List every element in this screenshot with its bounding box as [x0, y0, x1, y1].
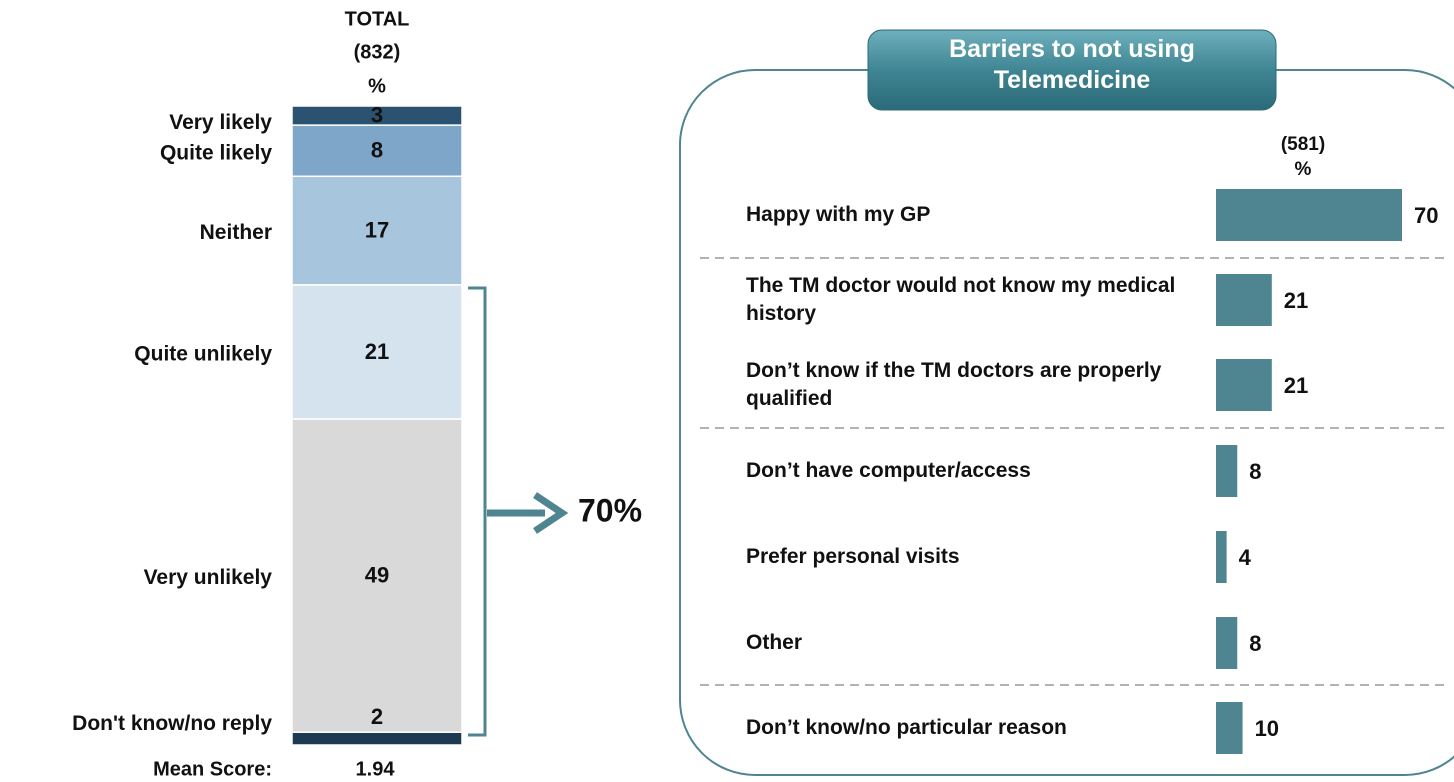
data-label: 21 — [1284, 373, 1308, 398]
data-label: 21 — [1284, 288, 1308, 313]
category-label: Don’t know/no particular reason — [746, 715, 1067, 739]
data-label: 49 — [365, 562, 389, 587]
data-label: 8 — [371, 138, 383, 163]
category-label: Very likely — [169, 111, 272, 134]
category-label: Other — [746, 630, 803, 654]
data-label: 4 — [1239, 545, 1252, 570]
category-label-text: Prefer personal visits — [746, 544, 960, 568]
chart-title-text: Barriers to not using Telemedicine — [949, 35, 1195, 95]
category-label-text: The TM doctor would not know my medical … — [746, 273, 1176, 325]
bar — [1216, 359, 1272, 411]
category-label-text: Don’t have computer/access — [746, 458, 1031, 482]
data-label: 3 — [371, 102, 383, 127]
arrow-head — [533, 492, 569, 534]
data-label: 17 — [365, 217, 389, 242]
bar — [1216, 189, 1402, 241]
column-header: TOTAL — [345, 8, 410, 30]
bar-segment — [291, 124, 463, 178]
bar — [1216, 617, 1238, 669]
chart-title: Barriers to not using Telemedicine — [949, 35, 1195, 95]
category-label: Neither — [200, 221, 272, 244]
dividers — [700, 257, 1445, 686]
data-label: 10 — [1255, 716, 1279, 741]
annotation: 70% — [578, 492, 642, 528]
category-label-text: Don’t know/no particular reason — [746, 715, 1067, 739]
category-label: Don’t have computer/access — [746, 458, 1031, 482]
bar — [1216, 445, 1238, 497]
column-header: (832) — [354, 41, 401, 63]
bar-segment — [291, 175, 463, 286]
data-label: 8 — [1249, 459, 1261, 484]
title-pill — [867, 29, 1277, 111]
data-label: 21 — [365, 339, 389, 364]
bar-segment — [291, 418, 463, 733]
column-header: % — [1295, 159, 1312, 180]
category-label: Don't know/no reply — [72, 712, 272, 735]
column-header: (581) — [1281, 134, 1325, 155]
data-label: 8 — [1249, 631, 1261, 656]
bracket — [468, 286, 487, 737]
data-label: 70 — [1414, 203, 1438, 228]
category-label: Don’t know if the TM doctors are properl… — [746, 358, 1162, 410]
category-label-text: Happy with my GP — [746, 202, 931, 226]
category-label: Quite likely — [160, 141, 272, 164]
category-label-text: Other — [746, 630, 803, 654]
bar-segment — [291, 284, 463, 420]
mean-value: 1.94 — [356, 758, 396, 780]
bar — [1216, 531, 1227, 583]
mean-label: Mean Score: — [153, 758, 272, 780]
data-label: 2 — [371, 704, 383, 729]
category-label: Prefer personal visits — [746, 544, 960, 568]
category-label: Very unlikely — [144, 566, 273, 589]
category-label: Happy with my GP — [746, 202, 931, 226]
category-label-text: Don’t know if the TM doctors are properl… — [746, 358, 1162, 410]
category-label: The TM doctor would not know my medical … — [746, 273, 1176, 325]
column-header: % — [368, 75, 386, 97]
category-label: Quite unlikely — [134, 343, 272, 366]
bar-segment — [291, 731, 463, 746]
bar — [1216, 702, 1243, 754]
bar — [1216, 274, 1272, 326]
